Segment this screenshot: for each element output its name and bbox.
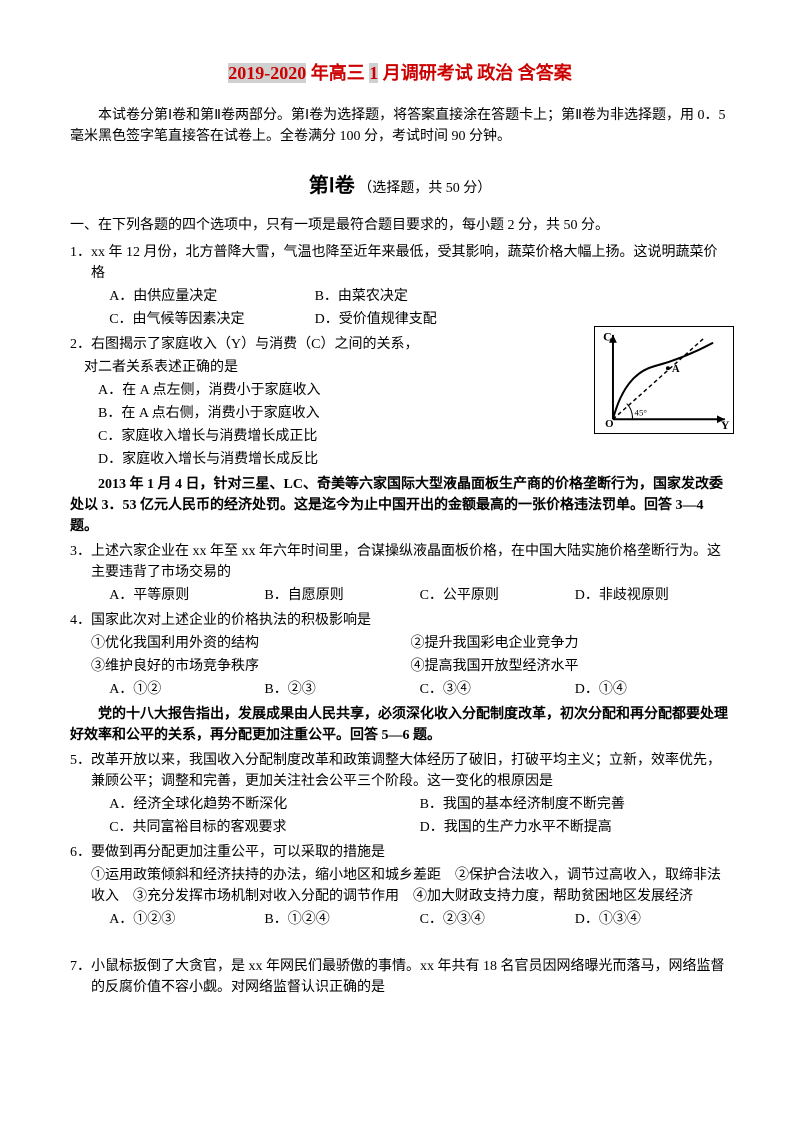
- svg-text:45°: 45°: [635, 407, 648, 417]
- question-2: O Y C 45° A 2．右图揭示了家庭收入（Y）与消费（C）之间的关系， 对…: [70, 334, 730, 470]
- q3-opt-a: A．平等原则: [109, 585, 264, 606]
- q5-text: 5．改革开放以来，我国收入分配制度改革和政策调整大体经历了破旧，打破平均主义；立…: [70, 750, 730, 792]
- q5-opt-a: A．经济全球化趋势不断深化: [109, 794, 419, 815]
- q2-opt-a: A．在 A 点左侧，消费小于家庭收入: [70, 380, 520, 401]
- q1-opt-c: C．由气候等因素决定: [109, 309, 314, 330]
- q7-text: 7．小鼠标扳倒了大贪官，是 xx 年网民们最骄傲的事情。xx 年共有 18 名官…: [70, 956, 730, 998]
- q6-opt-b: B．①②④: [264, 909, 419, 930]
- q4-s1: ①优化我国利用外资的结构: [91, 633, 411, 654]
- q1-opt-a: A．由供应量决定: [109, 286, 314, 307]
- q2-sub: 对二者关系表述正确的是: [70, 357, 520, 378]
- instructions: 一、在下列各题的四个选项中，只有一项是最符合题目要求的，每小题 2 分，共 50…: [70, 215, 730, 236]
- q4-s4: ④提高我国开放型经济水平: [411, 656, 731, 677]
- q3-opt-b: B．自愿原则: [264, 585, 419, 606]
- q2-chart: O Y C 45° A: [594, 326, 734, 434]
- question-6: 6．要做到再分配更加注重公平，可以采取的措施是 ①运用政策倾斜和经济扶持的办法，…: [70, 842, 730, 930]
- svg-text:Y: Y: [721, 419, 730, 432]
- svg-text:C: C: [603, 331, 612, 344]
- question-1: 1．xx 年 12 月份，北方普降大雪，气温也降至近年来最低，受其影响，蔬菜价格…: [70, 242, 730, 330]
- q1-opt-b: B．由菜农决定: [315, 286, 520, 307]
- context-3-4: 2013 年 1 月 4 日，针对三星、LC、奇美等六家国际大型液晶面板生产商的…: [70, 474, 730, 537]
- intro-text: 本试卷分第Ⅰ卷和第Ⅱ卷两部分。第Ⅰ卷为选择题，将答案直接涂在答题卡上；第Ⅱ卷为非…: [70, 105, 730, 147]
- section-big: 第Ⅰ卷: [309, 175, 355, 197]
- question-4: 4．国家此次对上述企业的价格执法的积极影响是 ①优化我国利用外资的结构 ②提升我…: [70, 610, 730, 700]
- q3-opt-c: C．公平原则: [420, 585, 575, 606]
- context-5-6: 党的十八大报告指出，发展成果由人民共享，必须深化收入分配制度改革，初次分配和再分…: [70, 704, 730, 746]
- question-3: 3．上述六家企业在 xx 年至 xx 年六年时间里，合谋操纵液晶面板价格，在中国…: [70, 541, 730, 606]
- q4-s2: ②提升我国彩电企业竞争力: [411, 633, 731, 654]
- title-p2: 月调研考试 政治 含答案: [378, 63, 572, 83]
- q4-opt-a: A．①②: [109, 679, 264, 700]
- q4-opt-d: D．①④: [575, 679, 730, 700]
- question-5: 5．改革开放以来，我国收入分配制度改革和政策调整大体经历了破旧，打破平均主义；立…: [70, 750, 730, 838]
- q6-text: 6．要做到再分配更加注重公平，可以采取的措施是: [70, 842, 730, 863]
- svg-text:O: O: [605, 418, 613, 430]
- title-year: 2019-2020: [228, 63, 306, 83]
- svg-text:A: A: [672, 363, 680, 375]
- question-7: 7．小鼠标扳倒了大贪官，是 xx 年网民们最骄傲的事情。xx 年共有 18 名官…: [70, 956, 730, 998]
- q6-opt-a: A．①②③: [109, 909, 264, 930]
- title-p1: 年高三: [306, 63, 369, 83]
- q6-sub: ①运用政策倾斜和经济扶持的办法，缩小地区和城乡差距 ②保护合法收入，调节过高收入…: [70, 865, 730, 907]
- section-heading: 第Ⅰ卷 （选择题，共 50 分）: [70, 171, 730, 201]
- page-title: 2019-2020 年高三 1 月调研考试 政治 含答案: [70, 60, 730, 87]
- q2-text: 2．右图揭示了家庭收入（Y）与消费（C）之间的关系，: [70, 334, 520, 355]
- q6-opt-d: D．①③④: [575, 909, 730, 930]
- section-small: （选择题，共 50 分）: [358, 181, 491, 196]
- q4-text: 4．国家此次对上述企业的价格执法的积极影响是: [70, 610, 730, 631]
- q1-text: 1．xx 年 12 月份，北方普降大雪，气温也降至近年来最低，受其影响，蔬菜价格…: [70, 242, 730, 284]
- q6-opt-c: C．②③④: [420, 909, 575, 930]
- q4-opt-b: B．②③: [264, 679, 419, 700]
- q2-opt-c: C．家庭收入增长与消费增长成正比: [70, 426, 520, 447]
- q2-opt-d: D．家庭收入增长与消费增长成反比: [70, 449, 520, 470]
- q1-opt-d: D．受价值规律支配: [315, 309, 520, 330]
- q3-opt-d: D．非歧视原则: [575, 585, 730, 606]
- q5-opt-d: D．我国的生产力水平不断提高: [420, 817, 730, 838]
- title-month: 1: [369, 63, 378, 83]
- q2-opt-b: B．在 A 点右侧，消费小于家庭收入: [70, 403, 520, 424]
- q4-s3: ③维护良好的市场竞争秩序: [91, 656, 411, 677]
- q5-opt-b: B．我国的基本经济制度不断完善: [420, 794, 730, 815]
- q3-text: 3．上述六家企业在 xx 年至 xx 年六年时间里，合谋操纵液晶面板价格，在中国…: [70, 541, 730, 583]
- q5-opt-c: C．共同富裕目标的客观要求: [109, 817, 419, 838]
- q4-opt-c: C．③④: [420, 679, 575, 700]
